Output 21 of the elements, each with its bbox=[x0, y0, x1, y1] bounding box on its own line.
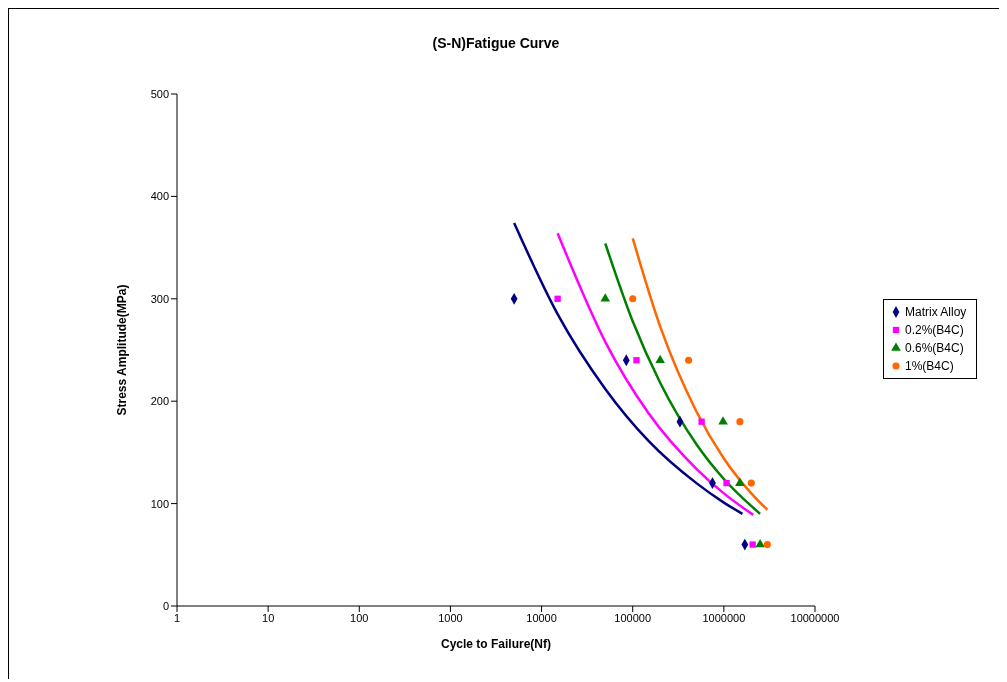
x-tick-label: 1 bbox=[173, 611, 181, 624]
y-tick-label: 200 bbox=[150, 395, 169, 408]
legend-label: 0.2%(B4C) bbox=[905, 323, 964, 337]
x-axis-title: Cycle to Failure(Nf) bbox=[440, 637, 552, 651]
x-tick-label: 100000 bbox=[614, 611, 652, 624]
x-tick-label: 1000000 bbox=[702, 611, 746, 624]
x-tick-label: 10000000 bbox=[790, 611, 840, 624]
y-tick-label: 500 bbox=[150, 87, 169, 100]
y-axis-title: Stress Amplitude(MPa) bbox=[115, 284, 130, 416]
chart-title: (S-N)Fatigue Curve bbox=[431, 35, 561, 51]
y-tick-label: 0 bbox=[162, 599, 169, 612]
x-tick-label: 100 bbox=[350, 611, 369, 624]
x-tick-label: 10 bbox=[262, 611, 275, 624]
x-tick-label: 1000 bbox=[438, 611, 463, 624]
y-tick-label: 400 bbox=[150, 190, 169, 203]
y-tick-label: 100 bbox=[150, 497, 169, 510]
legend-label: 0.6%(B4C) bbox=[905, 341, 964, 355]
x-tick-label: 10000 bbox=[526, 611, 557, 624]
legend-label: 1%(B4C) bbox=[905, 359, 954, 373]
legend-label: Matrix Alloy bbox=[905, 305, 967, 319]
y-tick-label: 300 bbox=[150, 292, 169, 305]
